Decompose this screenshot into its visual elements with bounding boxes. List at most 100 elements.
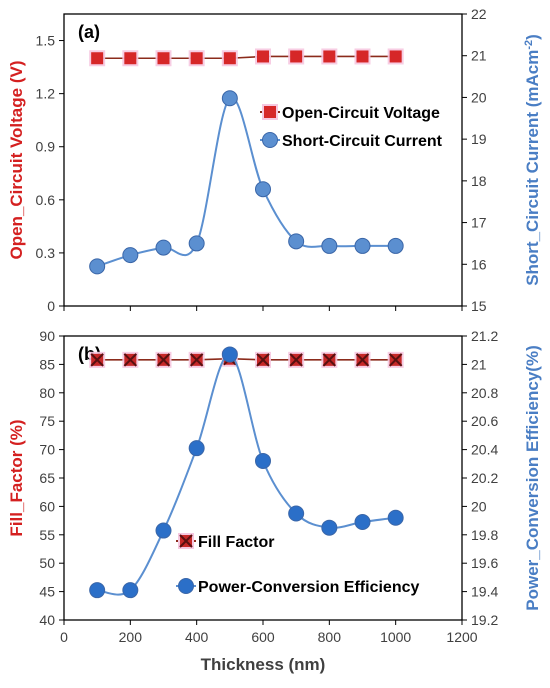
- y-right-axis-label-sup: -2: [523, 40, 535, 50]
- y-right-tick-label: 16: [471, 256, 487, 272]
- data-point: [321, 519, 338, 536]
- y-left-tick-label: 70: [39, 442, 55, 458]
- legend-label: Fill Factor: [198, 534, 274, 551]
- data-point: [122, 582, 139, 599]
- y-left-tick-label: 1.5: [36, 33, 56, 49]
- data-point: [321, 237, 338, 254]
- y-right-tick-label: 20.2: [471, 470, 498, 486]
- y-left-tick-label: 45: [39, 584, 55, 600]
- data-point: [354, 237, 371, 254]
- data-point: [155, 239, 172, 256]
- y-right-axis-label-end: ): [523, 34, 542, 40]
- x-tick-label: 800: [318, 629, 342, 645]
- y-left-tick-label: 0.6: [36, 192, 56, 208]
- y-right-tick-label: 17: [471, 215, 487, 231]
- y-left-tick-label: 0: [47, 298, 55, 314]
- data-point: [389, 50, 402, 63]
- legend-marker: [178, 578, 194, 594]
- data-point: [288, 233, 305, 250]
- data-point: [387, 509, 404, 526]
- data-point: [255, 181, 271, 198]
- legend-label: Short-Circuit Current: [282, 133, 443, 150]
- data-point: [89, 582, 106, 599]
- x-tick-label: 1200: [446, 629, 477, 645]
- data-point: [188, 235, 205, 252]
- data-point-cross: [189, 353, 204, 367]
- y-right-tick-label: 20.4: [471, 442, 498, 458]
- y-right-tick-label: 18: [471, 173, 487, 189]
- y-right-tick-label: 20: [471, 89, 487, 105]
- series-line-0: [97, 55, 396, 60]
- data-point-cross: [123, 353, 138, 367]
- y-left-tick-label: 50: [39, 555, 55, 571]
- series-line-1: [96, 96, 396, 268]
- data-point-cross: [355, 353, 370, 367]
- y-right-tick-label: 19.2: [471, 612, 498, 628]
- y-left-tick-label: 80: [39, 385, 55, 401]
- data-point: [155, 522, 172, 539]
- data-point-cross: [156, 353, 171, 367]
- y-left-axis-label: Open_Circuit Voltage (V): [7, 61, 26, 260]
- y-right-tick-label: 20: [471, 498, 487, 514]
- y-left-tick-label: 75: [39, 413, 55, 429]
- legend-marker: [262, 132, 278, 148]
- data-point: [255, 452, 271, 469]
- y-left-tick-label: 90: [39, 328, 55, 344]
- data-point: [356, 50, 369, 63]
- data-point: [221, 90, 238, 107]
- data-point: [354, 514, 371, 531]
- plot-frame: [63, 335, 463, 621]
- y-left-tick-label: 1.2: [36, 86, 56, 102]
- panel-label: (a): [78, 22, 100, 42]
- x-tick-label: 600: [251, 629, 275, 645]
- y-left-tick-label: 85: [39, 356, 55, 372]
- data-point: [288, 505, 305, 522]
- y-right-tick-label: 21: [471, 356, 487, 372]
- y-right-tick-label: 21: [471, 48, 487, 64]
- y-left-tick-label: 65: [39, 470, 55, 486]
- y-left-tick-label: 0.9: [36, 139, 56, 155]
- y-right-tick-label: 19.4: [471, 584, 498, 600]
- data-point: [157, 52, 170, 65]
- data-point: [323, 50, 336, 63]
- data-point: [122, 247, 139, 264]
- legend-label: Open-Circuit Voltage: [282, 105, 440, 122]
- data-point-cross: [388, 353, 403, 367]
- data-point: [221, 346, 238, 363]
- data-point-cross: [289, 353, 303, 367]
- data-point: [257, 50, 269, 63]
- y-right-axis-label-main: Short_Circuit Current (mAcm: [523, 50, 542, 286]
- legend-label: Power-Conversion Efficiency: [198, 579, 419, 596]
- y-right-axis-label-main: Power_Conversion Efficiency(%): [523, 345, 542, 610]
- x-tick-label: 200: [119, 629, 143, 645]
- y-right-axis-label: Power_Conversion Efficiency(%): [523, 345, 542, 610]
- x-tick-label: 1000: [380, 629, 411, 645]
- data-point-cross: [322, 353, 337, 367]
- legend-marker-cross: [179, 534, 193, 548]
- x-tick-label: 400: [185, 629, 209, 645]
- y-left-tick-label: 0.3: [36, 245, 56, 261]
- data-point: [223, 52, 236, 65]
- y-left-tick-label: 40: [39, 612, 55, 628]
- data-point-cross: [256, 353, 270, 367]
- y-left-tick-label: 60: [39, 498, 55, 514]
- data-point: [290, 50, 303, 63]
- data-point: [188, 440, 205, 457]
- x-tick-label: 0: [60, 629, 68, 645]
- y-right-axis-label: Short_Circuit Current (mAcm-2): [523, 34, 542, 286]
- y-left-tick-label: 55: [39, 527, 55, 543]
- y-right-tick-label: 15: [471, 298, 487, 314]
- legend-marker: [264, 106, 276, 118]
- x-axis-label: Thickness (nm): [201, 655, 326, 674]
- y-right-tick-label: 19.6: [471, 555, 498, 571]
- y-right-tick-label: 21.2: [471, 328, 498, 344]
- y-left-axis-label: Fill_Factor (%): [7, 419, 26, 536]
- y-right-tick-label: 19: [471, 131, 487, 147]
- data-point-cross: [90, 353, 104, 367]
- data-point: [89, 258, 106, 275]
- series-line-0: [97, 357, 396, 361]
- y-right-tick-label: 22: [471, 6, 487, 22]
- data-point: [387, 237, 404, 254]
- y-right-tick-label: 20.6: [471, 413, 498, 429]
